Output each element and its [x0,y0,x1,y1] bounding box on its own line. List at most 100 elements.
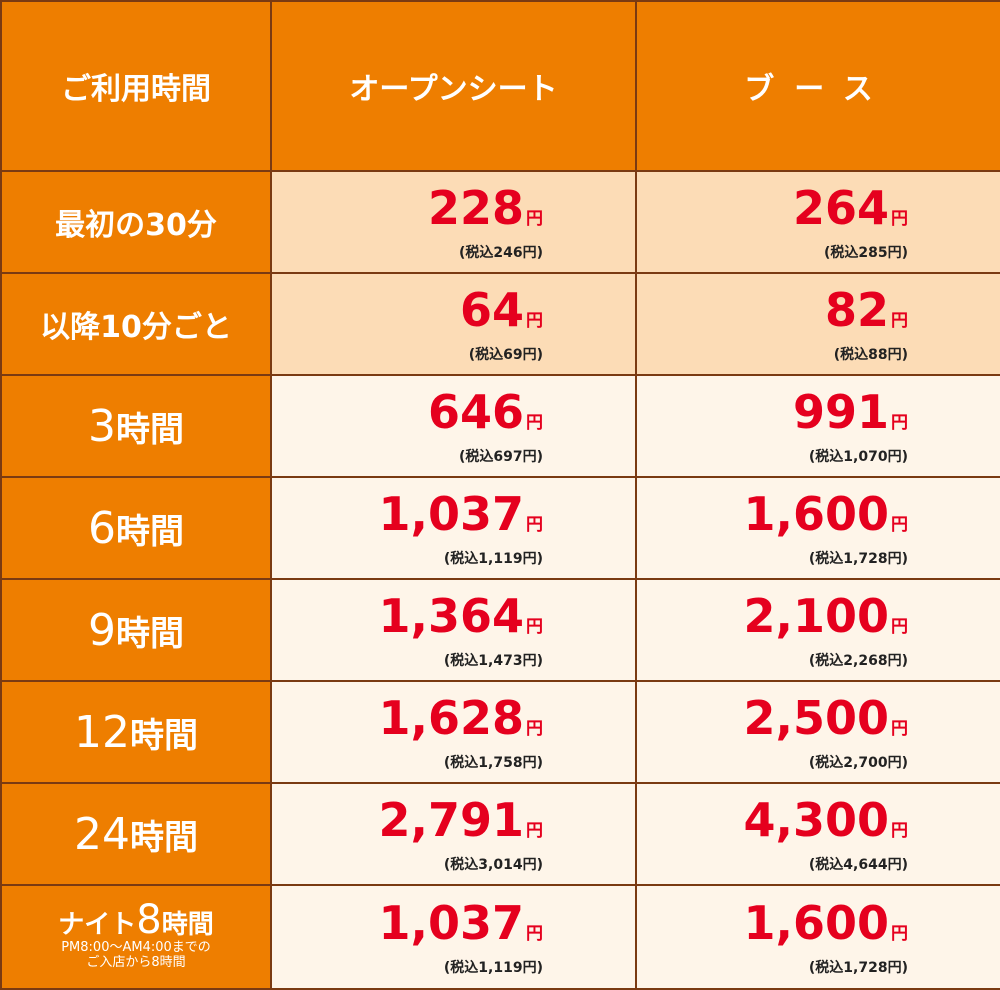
header-row: ご利用時間 オープンシート ブース [0,0,1000,172]
open-seat-tax-included: (税込697円) [458,448,543,465]
duration-number: 3 [88,400,116,452]
open-seat-tax-included: (税込1,473円) [443,652,543,669]
booth-price: 264 [792,180,889,235]
duration-label: 9時間 [0,578,272,682]
booth-tax-included: (税込1,728円) [808,550,908,567]
booth-tax-included: (税込2,268円) [808,652,908,669]
duration-label: 24時間 [0,782,272,886]
price-row-3h: 3時間 646 円 (税込697円) 991 円 (税込1,070円) [0,374,1000,478]
duration-label: 6時間 [0,476,272,580]
yen-unit: 円 [891,208,908,229]
open-seat-price: 2,791 [378,792,524,847]
open-seat-price: 228 [427,180,524,235]
yen-unit: 円 [526,923,543,944]
duration-unit: 時間 [116,409,184,450]
booth-tax-included: (税込4,644円) [808,856,908,873]
yen-unit: 円 [891,616,908,637]
yen-unit: 円 [526,412,543,433]
booth-price: 4,300 [743,792,889,847]
duration-label: 3時間 [0,374,272,478]
duration-number: 9 [88,604,116,656]
yen-unit: 円 [526,820,543,841]
duration-unit: 時間 [116,511,184,552]
booth-tax-included: (税込1,728円) [808,959,908,976]
yen-unit: 円 [891,923,908,944]
open-seat-price-cell: 646 円 (税込697円) [270,374,637,478]
yen-unit: 円 [526,514,543,535]
booth-price-cell: 1,600 円 (税込1,728円) [635,476,1000,580]
booth-tax-included: (税込88円) [833,346,908,363]
booth-price: 1,600 [743,895,889,950]
open-seat-tax-included: (税込69円) [468,346,543,363]
booth-price: 2,500 [743,690,889,745]
booth-price: 991 [792,384,889,439]
booth-price-cell: 264 円 (税込285円) [635,170,1000,274]
duration-number: 24 [74,808,130,860]
duration-unit: 時間 [130,715,198,756]
yen-unit: 円 [891,718,908,739]
duration-number: 6 [88,502,116,554]
open-seat-price: 1,037 [378,486,524,541]
open-seat-tax-included: (税込1,119円) [443,550,543,567]
yen-unit: 円 [526,310,543,331]
price-row-9h: 9時間 1,364 円 (税込1,473円) 2,100 円 (税込2,268円) [0,578,1000,682]
yen-unit: 円 [526,616,543,637]
open-seat-price: 646 [427,384,524,439]
price-row-first-30min: 最初の30分 228 円 (税込246円) 264 円 (税込285円) [0,170,1000,274]
price-row-night-8h: ナイト8時間 PM8:00～AM4:00までの ご入店から8時間 1,037 円 … [0,884,1000,990]
duration-label: 以降10分ごと [0,272,272,376]
duration-number: 8 [136,896,162,943]
booth-price: 2,100 [743,588,889,643]
duration-unit: 時間 [116,613,184,654]
booth-column-header: ブース [635,0,1000,172]
open-seat-tax-included: (税込3,014円) [443,856,543,873]
open-seat-price-cell: 228 円 (税込246円) [270,170,637,274]
night-time-note: PM8:00～AM4:00までの [61,939,211,955]
price-row-24h: 24時間 2,791 円 (税込3,014円) 4,300 円 (税込4,644円) [0,782,1000,886]
duration-label: 12時間 [0,680,272,784]
booth-price: 82 [824,282,889,337]
open-seat-price: 64 [459,282,524,337]
price-row-12h: 12時間 1,628 円 (税込1,758円) 2,500 円 (税込2,700円) [0,680,1000,784]
booth-tax-included: (税込1,070円) [808,448,908,465]
price-row-6h: 6時間 1,037 円 (税込1,119円) 1,600 円 (税込1,728円) [0,476,1000,580]
open-seat-tax-included: (税込246円) [458,244,543,261]
open-seat-price-cell: 1,364 円 (税込1,473円) [270,578,637,682]
booth-price-cell: 2,100 円 (税込2,268円) [635,578,1000,682]
open-seat-price: 1,628 [378,690,524,745]
duration-label: 最初の30分 [0,170,272,274]
yen-unit: 円 [526,718,543,739]
duration-unit: 時間 [161,909,214,940]
booth-price: 1,600 [743,486,889,541]
booth-tax-included: (税込2,700円) [808,754,908,771]
booth-tax-included: (税込285円) [823,244,908,261]
price-row-per-10min: 以降10分ごと 64 円 (税込69円) 82 円 (税込88円) [0,272,1000,376]
duration-number: 12 [74,706,130,758]
booth-price-cell: 82 円 (税込88円) [635,272,1000,376]
yen-unit: 円 [891,514,908,535]
night-prefix: ナイト [58,909,137,940]
open-seat-column-header: オープンシート [270,0,637,172]
yen-unit: 円 [891,412,908,433]
time-column-header: ご利用時間 [0,0,272,172]
duration-unit: 時間 [130,817,198,858]
night-entry-note: ご入店から8時間 [86,954,186,970]
open-seat-price-cell: 1,037 円 (税込1,119円) [270,476,637,580]
open-seat-tax-included: (税込1,758円) [443,754,543,771]
open-seat-price-cell: 1,037 円 (税込1,119円) [270,884,637,990]
open-seat-price-cell: 64 円 (税込69円) [270,272,637,376]
open-seat-price: 1,364 [378,588,524,643]
booth-price-cell: 1,600 円 (税込1,728円) [635,884,1000,990]
duration-label: ナイト8時間 PM8:00～AM4:00までの ご入店から8時間 [0,884,272,990]
open-seat-price-cell: 2,791 円 (税込3,014円) [270,782,637,886]
booth-price-cell: 991 円 (税込1,070円) [635,374,1000,478]
open-seat-price: 1,037 [378,895,524,950]
yen-unit: 円 [891,820,908,841]
yen-unit: 円 [891,310,908,331]
yen-unit: 円 [526,208,543,229]
booth-price-cell: 2,500 円 (税込2,700円) [635,680,1000,784]
booth-price-cell: 4,300 円 (税込4,644円) [635,782,1000,886]
open-seat-price-cell: 1,628 円 (税込1,758円) [270,680,637,784]
open-seat-tax-included: (税込1,119円) [443,959,543,976]
